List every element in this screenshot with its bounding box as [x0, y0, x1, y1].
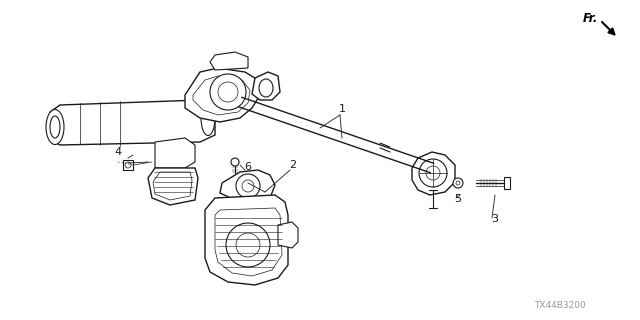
- Polygon shape: [153, 172, 192, 200]
- Circle shape: [426, 166, 440, 180]
- Ellipse shape: [46, 109, 64, 145]
- Circle shape: [453, 178, 463, 188]
- Circle shape: [210, 74, 246, 110]
- Polygon shape: [215, 208, 282, 276]
- Ellipse shape: [201, 100, 215, 135]
- Circle shape: [236, 233, 260, 257]
- Circle shape: [456, 181, 460, 185]
- Polygon shape: [155, 138, 195, 168]
- Polygon shape: [193, 76, 250, 115]
- Polygon shape: [123, 160, 133, 170]
- Text: TX44B3200: TX44B3200: [534, 301, 586, 310]
- Polygon shape: [50, 100, 215, 145]
- Circle shape: [125, 162, 131, 168]
- Polygon shape: [504, 177, 510, 189]
- Text: 1: 1: [339, 104, 346, 114]
- Text: 5: 5: [454, 194, 461, 204]
- Polygon shape: [210, 52, 248, 70]
- Ellipse shape: [50, 116, 60, 138]
- Circle shape: [236, 174, 260, 198]
- Text: Fr.: Fr.: [583, 12, 598, 25]
- Circle shape: [231, 158, 239, 166]
- Circle shape: [419, 159, 447, 187]
- Circle shape: [218, 82, 238, 102]
- Polygon shape: [412, 152, 455, 195]
- Text: 2: 2: [289, 160, 296, 170]
- Circle shape: [226, 223, 270, 267]
- Polygon shape: [185, 68, 260, 122]
- Circle shape: [242, 180, 254, 192]
- Text: 6: 6: [244, 162, 252, 172]
- Polygon shape: [252, 72, 280, 100]
- Ellipse shape: [259, 79, 273, 97]
- Polygon shape: [278, 222, 298, 248]
- Text: 4: 4: [115, 147, 122, 157]
- Polygon shape: [148, 168, 198, 205]
- Text: 3: 3: [492, 214, 499, 224]
- Polygon shape: [220, 170, 275, 203]
- Polygon shape: [205, 195, 288, 285]
